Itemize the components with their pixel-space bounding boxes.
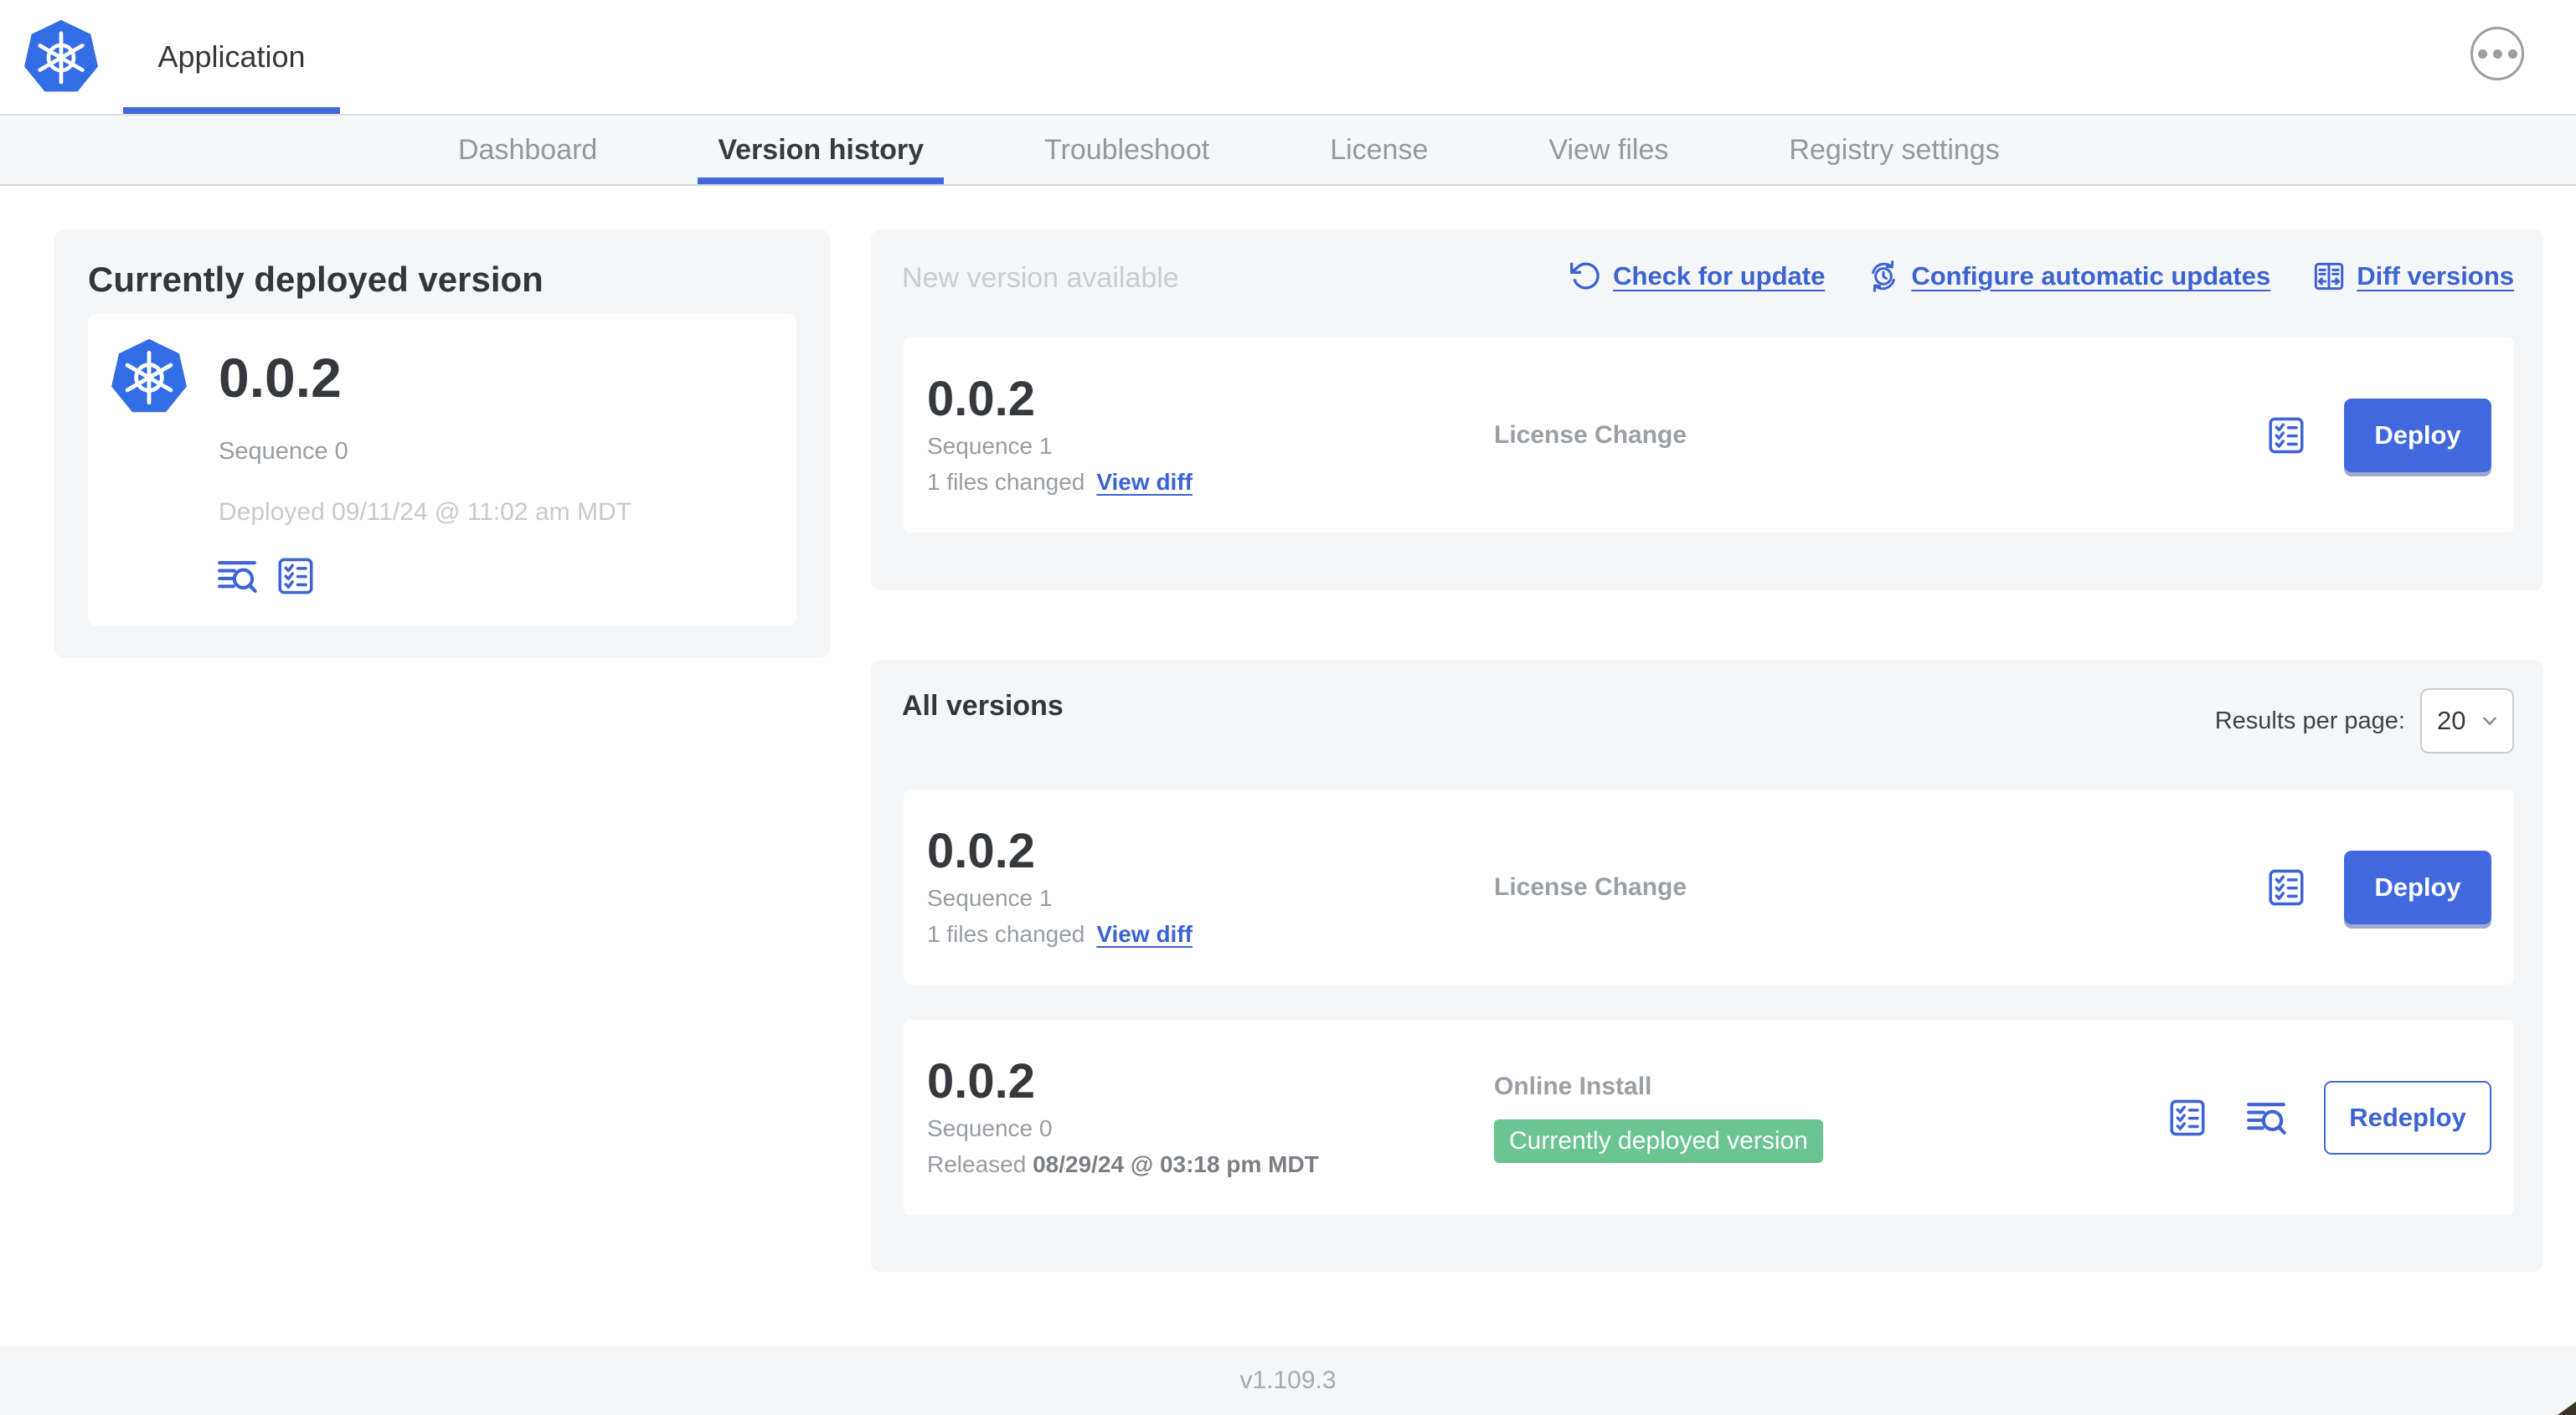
currently-deployed-title: Currently deployed version [88,260,544,299]
diff-versions-link[interactable]: Diff versions [2312,260,2514,293]
version-info: 0.0.2 Sequence 1 1 files changed View di… [927,826,1494,949]
results-per-page-select[interactable]: 20 [2420,688,2514,754]
configure-automatic-updates-link[interactable]: Configure automatic updates [1867,260,2270,293]
deploy-button[interactable]: Deploy [2344,398,2491,472]
ellipsis-dot [2477,49,2487,59]
preflight-checks-icon[interactable] [275,555,317,597]
version-number: 0.0.2 [927,823,1035,878]
source-label: License Change [1494,872,1687,901]
deployed-sequence: Sequence 0 [219,438,348,465]
deployed-version-actions [216,555,317,597]
deployed-version-number: 0.0.2 [219,347,342,409]
app-title-tab[interactable]: Application [123,0,340,114]
tab-registry-settings[interactable]: Registry settings [1789,133,2000,166]
preflight-checks-icon[interactable] [2265,867,2307,908]
new-version-section: New version available Check for update C… [871,229,2543,590]
files-changed-line: 1 files changed View diff [927,469,1494,496]
chevron-down-icon [2483,717,2496,726]
tab-license[interactable]: License [1330,133,1429,166]
version-sequence: Sequence 1 [927,433,1053,460]
mouse-cursor-artifact [2558,1402,2576,1415]
deployed-timestamp: Deployed 09/11/24 @ 11:02 am MDT [219,498,631,526]
app-menu-button[interactable] [2470,27,2524,80]
refresh-icon [1570,262,1600,290]
all-versions-section: All versions Results per page: 20 0.0.2 … [871,660,2543,1272]
view-diff-link[interactable]: View diff [1096,921,1193,948]
version-row-actions: Deploy [2265,850,2491,924]
nav-tabs: Dashboard Version history Troubleshoot L… [438,116,2020,184]
new-version-title: New version available [902,262,1179,294]
active-app-underline [123,107,340,114]
version-sequence: Sequence 1 [927,885,1053,912]
view-diff-link[interactable]: View diff [1096,469,1193,496]
version-info: 0.0.2 Sequence 1 1 files changed View di… [927,371,1494,497]
version-row-sequence-1: 0.0.2 Sequence 1 1 files changed View di… [904,790,2514,985]
check-for-update-link[interactable]: Check for update [1569,260,1825,293]
console-version: v1.109.3 [1239,1366,1337,1394]
preflight-checks-icon[interactable] [2166,1097,2208,1139]
preflight-checks-icon[interactable] [2265,414,2307,456]
ellipsis-dot [2492,49,2502,59]
released-line: Released 08/29/24 @ 03:18 pm MDT [927,1151,1494,1178]
deploy-button[interactable]: Deploy [2344,850,2491,924]
files-changed-line: 1 files changed View diff [927,921,1494,948]
tab-dashboard[interactable]: Dashboard [458,133,598,166]
version-source: Online Install Currently deployed versio… [1494,1073,1823,1163]
ellipsis-dot [2507,49,2517,59]
source-label: License Change [1494,420,1687,449]
released-label: Released [927,1151,1027,1178]
app-footer: v1.109.3 [0,1346,2576,1415]
results-per-page-value: 20 [2437,706,2466,735]
currently-deployed-card: Currently deployed version 0.0.2 Sequenc… [54,229,830,658]
files-changed-text: 1 files changed [927,469,1085,496]
app-nav: Dashboard Version history Troubleshoot L… [0,116,2576,186]
diff-icon [2315,262,2344,291]
files-changed-text: 1 files changed [927,921,1085,948]
tab-view-files[interactable]: View files [1548,133,1669,166]
tab-version-history[interactable]: Version history [698,116,944,184]
kubernetes-logo [22,18,100,97]
version-number: 0.0.2 [927,1053,1035,1109]
version-source: License Change [1494,873,1687,902]
version-info: 0.0.2 Sequence 0 Released 08/29/24 @ 03:… [927,1053,1494,1179]
results-per-page-label: Results per page: [2214,707,2405,734]
kubernetes-app-icon [109,337,189,418]
view-logs-icon[interactable] [2245,1097,2287,1139]
all-versions-title: All versions [902,690,1064,722]
results-per-page: Results per page: 20 [2215,688,2514,754]
app-header: Application [0,0,2576,116]
version-row-sequence-0: 0.0.2 Sequence 0 Released 08/29/24 @ 03:… [904,1020,2514,1215]
auto-update-schedule-icon [1872,260,1896,292]
version-source: License Change [1494,421,1687,450]
version-actions-bar: Check for update Configure automatic upd… [1569,260,2514,293]
released-date: 08/29/24 @ 03:18 pm MDT [1033,1151,1319,1178]
tab-troubleshoot[interactable]: Troubleshoot [1043,133,1210,166]
deployed-version-panel: 0.0.2 Sequence 0 Deployed 09/11/24 @ 11:… [88,314,796,625]
version-number: 0.0.2 [927,371,1035,426]
new-version-row: 0.0.2 Sequence 1 1 files changed View di… [904,337,2514,533]
version-row-actions: Deploy [2265,398,2491,472]
currently-deployed-badge: Currently deployed version [1494,1119,1823,1163]
view-logs-icon[interactable] [216,555,258,597]
version-sequence: Sequence 0 [927,1115,1053,1142]
source-label: Online Install [1494,1072,1652,1100]
version-row-actions: Redeploy [2166,1080,2491,1155]
redeploy-button[interactable]: Redeploy [2324,1080,2491,1155]
app-title: Application [157,39,306,74]
